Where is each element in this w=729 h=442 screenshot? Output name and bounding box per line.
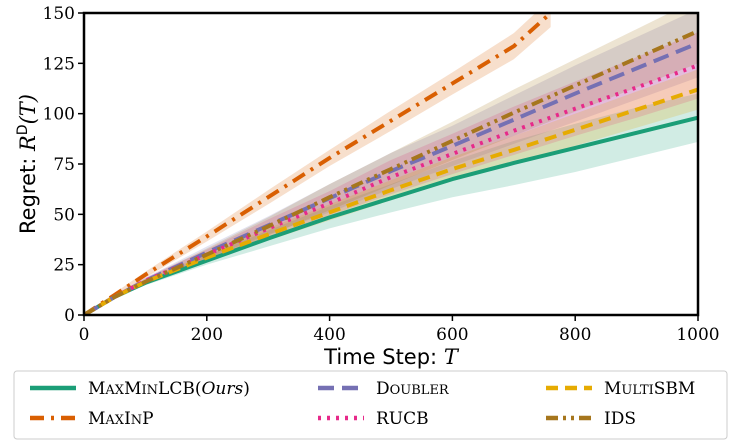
y-axis-label: Regret: RD(T) bbox=[15, 94, 40, 234]
x-tick-label: 600 bbox=[436, 325, 468, 345]
legend: MAXMINLCB(Ours) MAXINP DOUBLER RUCB MULTISBM… bbox=[30, 379, 695, 429]
y-tick-label: 150 bbox=[43, 4, 75, 24]
legend-item-doubler: DOUBLER bbox=[318, 379, 450, 399]
legend-label: DOUBLER bbox=[376, 379, 450, 399]
y-axis-ticks: 0 25 50 75 100 125 150 bbox=[43, 4, 84, 326]
legend-item-rucb: RUCB bbox=[318, 409, 429, 429]
x-axis-variable: T bbox=[444, 345, 460, 369]
legend-label: MAXMINLCB(Ours) bbox=[88, 379, 250, 399]
x-axis-label: Time Step: T bbox=[323, 345, 460, 369]
y-tick-label: 75 bbox=[53, 155, 75, 175]
x-tick-label: 200 bbox=[191, 325, 223, 345]
series-lines bbox=[84, 13, 698, 315]
y-tick-label: 0 bbox=[64, 306, 75, 326]
band-rucb bbox=[84, 32, 698, 315]
line-ids bbox=[84, 29, 698, 315]
x-tick-label: 0 bbox=[79, 325, 90, 345]
x-axis-ticks: 0 200 400 600 800 1000 bbox=[79, 315, 720, 345]
y-tick-label: 25 bbox=[53, 256, 75, 276]
band-maxinp bbox=[84, 13, 551, 315]
y-tick-label: 125 bbox=[43, 54, 75, 74]
legend-label: MULTISBM bbox=[604, 379, 695, 399]
x-tick-label: 1000 bbox=[676, 325, 719, 345]
y-tick-label: 50 bbox=[53, 205, 75, 225]
legend-label: IDS bbox=[604, 409, 636, 429]
legend-item-maxinp: MAXINP bbox=[30, 409, 154, 429]
y-axis-variable: R bbox=[16, 135, 40, 152]
legend-item-multisbm: MULTISBM bbox=[546, 379, 695, 399]
legend-item-ids: IDS bbox=[546, 409, 636, 429]
legend-label: RUCB bbox=[376, 409, 429, 429]
band-maxminlcb-ours bbox=[84, 93, 698, 315]
line-multisbm bbox=[84, 87, 698, 315]
legend-label: MAXINP bbox=[88, 409, 154, 429]
line-maxinp bbox=[84, 13, 552, 315]
x-tick-label: 400 bbox=[313, 325, 345, 345]
y-tick-label: 100 bbox=[43, 105, 75, 125]
svg-text:Regret: RD(T): Regret: RD(T) bbox=[15, 94, 40, 234]
legend-item-maxminlcb-ours: MAXMINLCB(Ours) bbox=[30, 379, 250, 399]
x-tick-label: 800 bbox=[559, 325, 591, 345]
